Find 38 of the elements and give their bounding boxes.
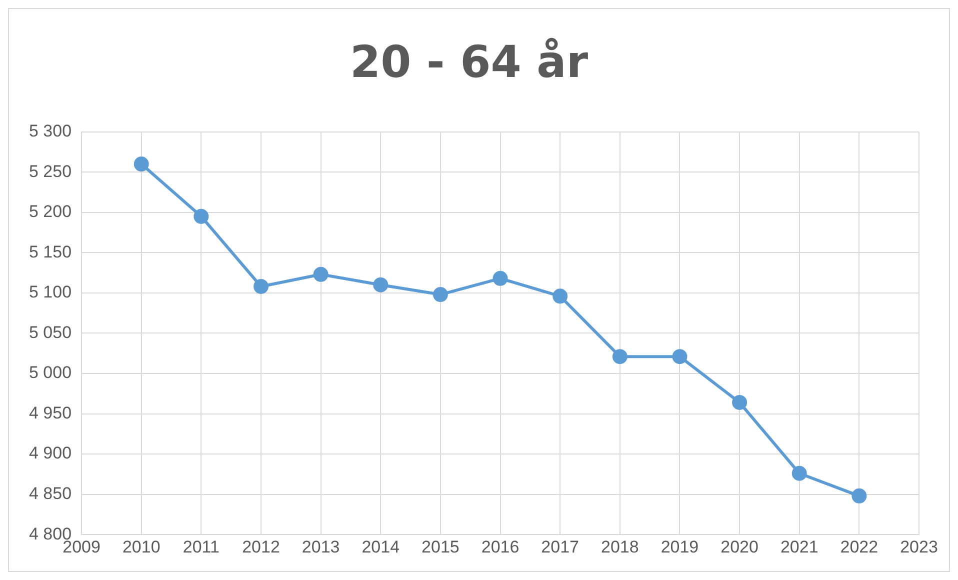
x-tick-label: 2018: [600, 537, 639, 556]
point: [194, 208, 209, 224]
point: [732, 394, 748, 410]
y-tick-label: 5 000: [28, 363, 72, 382]
x-tick-label: 2015: [422, 537, 460, 556]
point: [852, 488, 867, 504]
point: [313, 266, 328, 282]
point: [792, 466, 807, 481]
y-tick-label: 4 850: [28, 484, 72, 504]
point: [253, 278, 268, 294]
y-tick-label: 5 050: [28, 322, 72, 342]
x-tick-label: 2012: [242, 537, 280, 556]
point: [612, 349, 628, 364]
x-tick-label: 2022: [840, 537, 878, 556]
point: [672, 349, 688, 364]
x-tick-label: 2023: [900, 537, 938, 556]
chart-title: 20 - 64 år: [350, 36, 588, 88]
x-tick-label: 2020: [720, 537, 758, 556]
x-tick-label: 2013: [302, 537, 340, 556]
x-tick-label: 2021: [780, 537, 818, 556]
x-tick-label: 2010: [122, 537, 160, 556]
y-tick-label: 5 250: [28, 162, 72, 181]
y-tick-label: 4 900: [28, 444, 72, 463]
point: [373, 277, 388, 292]
y-tick-label: 5 150: [28, 242, 72, 262]
x-tick-label: 2019: [660, 537, 699, 556]
point: [492, 270, 508, 286]
x-tick-label: 2011: [182, 537, 220, 556]
x-tick-label: 2016: [481, 537, 520, 556]
y-tick-label: 4 950: [28, 403, 72, 422]
point: [134, 156, 149, 172]
point: [552, 288, 568, 304]
point: [432, 287, 448, 302]
y-tick-label: 5 300: [28, 121, 72, 140]
x-tick-label: 2017: [541, 537, 580, 556]
y-tick-label: 5 100: [28, 282, 72, 302]
y-tick-label: 5 200: [28, 202, 72, 222]
x-tick-label: 2014: [362, 537, 400, 556]
